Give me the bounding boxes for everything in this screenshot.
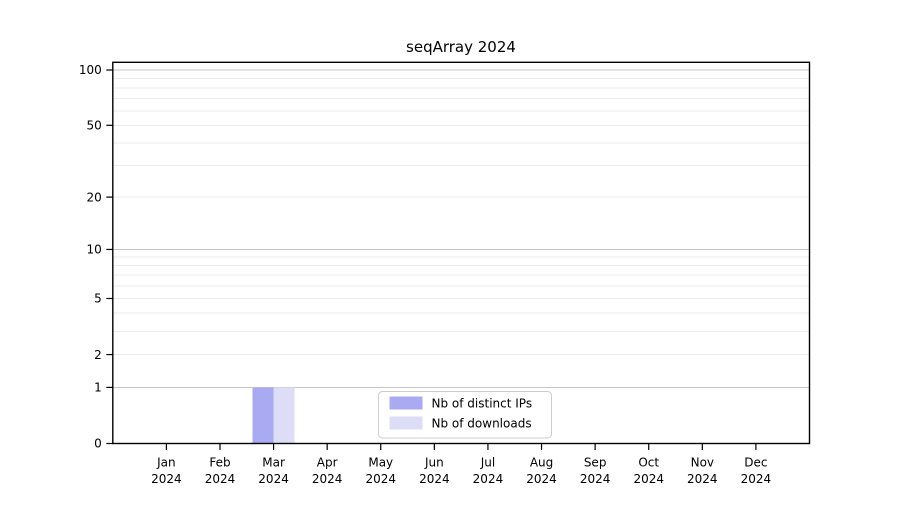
x-tick-label: Mar 2024 xyxy=(258,456,289,487)
legend-swatch-distinct-ips xyxy=(389,396,423,410)
x-tick-label: Jul 2024 xyxy=(473,456,504,487)
x-axis-labels: Jan 2024 Feb 2024 Mar 2024 Apr 2024 May 2024 Jun 20… xyxy=(151,456,771,487)
y-axis-ticks xyxy=(106,69,113,445)
y-tick-label: 0 xyxy=(94,437,102,451)
legend: Nb of distinct IPs Nb of downloads xyxy=(378,391,552,439)
y-tick-label: 5 xyxy=(94,292,102,306)
bars xyxy=(252,387,295,444)
x-tick-label: Jun 2024 xyxy=(419,456,450,487)
x-tick-label: Sep 2024 xyxy=(580,456,611,487)
y-tick-label: 100 xyxy=(79,63,102,77)
x-axis-ticks xyxy=(165,443,757,450)
legend-label-distinct-ips: Nb of distinct IPs xyxy=(432,397,533,411)
y-tick-label: 10 xyxy=(87,243,102,257)
y-tick-label: 20 xyxy=(87,190,102,204)
y-tick-label: 1 xyxy=(94,381,102,395)
y-tick-label: 2 xyxy=(94,348,102,362)
x-tick-label: Dec 2024 xyxy=(741,456,772,487)
x-tick-label: Feb 2024 xyxy=(205,456,236,487)
x-tick-label: Jan 2024 xyxy=(151,456,182,487)
bar-nb-of-downloads xyxy=(273,387,295,444)
x-tick-label: Apr 2024 xyxy=(312,456,343,487)
legend-label-downloads: Nb of downloads xyxy=(432,417,532,431)
x-tick-label: Nov 2024 xyxy=(687,456,718,487)
y-tick-label: 50 xyxy=(87,118,102,132)
legend-swatch-downloads xyxy=(389,416,423,430)
x-tick-label: Oct 2024 xyxy=(633,456,664,487)
bar-nb-of-distinct-ips xyxy=(252,387,274,444)
x-tick-label: Aug 2024 xyxy=(526,456,557,487)
x-tick-label: May 2024 xyxy=(365,456,396,487)
gridlines xyxy=(113,69,809,388)
y-axis-labels: 0 1 2 5 10 20 50 100 xyxy=(79,63,102,451)
plot-border xyxy=(112,61,811,445)
chart-title: seqArray 2024 xyxy=(406,38,516,56)
